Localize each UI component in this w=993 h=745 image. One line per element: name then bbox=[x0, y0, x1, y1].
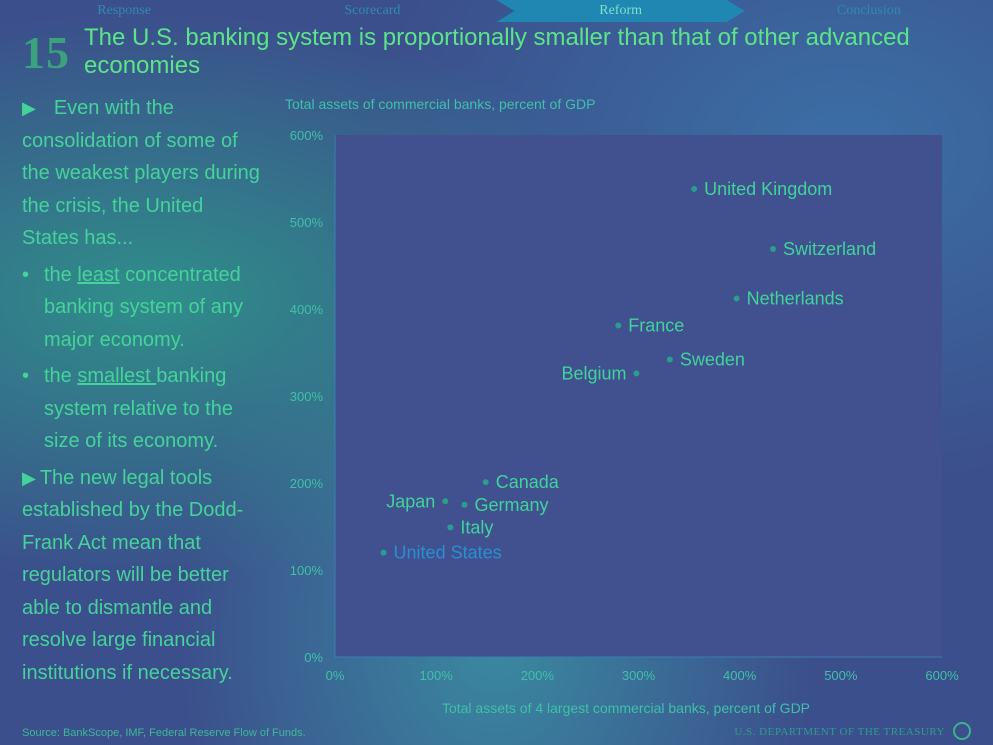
data-point-label: Canada bbox=[496, 472, 560, 492]
closing-text: The new legal tools established by the D… bbox=[22, 466, 244, 684]
left-text-panel: ▶ Even with the consolidation of some of … bbox=[22, 92, 262, 689]
data-point-label: Belgium bbox=[561, 363, 626, 383]
bullet-text-pre: the bbox=[44, 263, 78, 286]
list-item: • the smallest banking system relative t… bbox=[22, 360, 262, 458]
bullet-text: the least concentrated banking system of… bbox=[44, 259, 262, 357]
y-tick-label: 200% bbox=[290, 476, 324, 491]
y-tick-label: 300% bbox=[290, 389, 324, 404]
data-point bbox=[770, 245, 777, 252]
bullet-dot-icon: • bbox=[22, 263, 30, 286]
x-tick-label: 600% bbox=[925, 668, 959, 683]
tab-response[interactable]: Response bbox=[97, 3, 151, 18]
x-tick-label: 0% bbox=[326, 668, 345, 683]
slide-header: 15 The U.S. banking system is proportion… bbox=[22, 24, 972, 79]
y-tick-label: 400% bbox=[290, 302, 324, 317]
triangle-bullet-icon: ▶ bbox=[22, 467, 36, 488]
intro-paragraph: ▶ Even with the consolidation of some of … bbox=[22, 92, 262, 255]
source-note: Source: BankScope, IMF, Federal Reserve … bbox=[22, 727, 306, 739]
y-tick-label: 0% bbox=[304, 650, 323, 665]
y-tick-labels: 0% 100% 200% 300% 400% 500% 600% bbox=[290, 128, 324, 665]
x-tick-label: 400% bbox=[723, 668, 757, 683]
data-point-label: France bbox=[628, 316, 684, 336]
triangle-bullet-icon: ▶ bbox=[22, 98, 36, 118]
tab-conclusion[interactable]: Conclusion bbox=[836, 3, 901, 18]
list-item: • the least concentrated banking system … bbox=[22, 259, 262, 357]
x-tick-labels: 0% 100% 200% 300% 400% 500% 600% bbox=[326, 668, 959, 683]
tab-scorecard[interactable]: Scorecard bbox=[344, 3, 401, 18]
data-point bbox=[447, 524, 454, 531]
bullet-text-underline: smallest bbox=[77, 365, 157, 387]
slide-title: The U.S. banking system is proportionall… bbox=[84, 24, 910, 79]
section-tabs: Response Scorecard Reform Conclusion bbox=[0, 0, 993, 22]
x-tick-label: 100% bbox=[420, 668, 454, 683]
data-point bbox=[380, 549, 387, 556]
plot-area bbox=[335, 135, 942, 657]
slide-number: 15 bbox=[22, 26, 70, 78]
data-point-label: Sweden bbox=[680, 349, 745, 369]
data-point-label: Japan bbox=[386, 491, 435, 511]
intro-text: Even with the consolidation of some of t… bbox=[22, 97, 260, 249]
data-point bbox=[666, 356, 673, 363]
tab-reform[interactable]: Reform bbox=[497, 0, 745, 22]
x-tick-label: 300% bbox=[622, 668, 656, 683]
bullet-text-post: banking system relative to the size of i… bbox=[44, 365, 233, 452]
data-point-label: United States bbox=[394, 543, 502, 563]
data-point-label: Italy bbox=[460, 517, 493, 537]
bullet-text-underline: least bbox=[77, 263, 120, 286]
data-point bbox=[482, 479, 489, 486]
bullet-text-pre: the bbox=[44, 365, 78, 387]
y-tick-label: 500% bbox=[290, 215, 324, 230]
chart-title: Total assets of commercial banks, percen… bbox=[285, 96, 595, 112]
data-point bbox=[461, 501, 468, 508]
data-point bbox=[691, 185, 698, 192]
data-point-label: Switzerland bbox=[783, 239, 876, 259]
data-point-label: Germany bbox=[474, 495, 548, 515]
x-axis-label: Total assets of 4 largest commercial ban… bbox=[442, 700, 810, 716]
department-name: U.S. DEPARTMENT OF THE TREASURY bbox=[734, 726, 945, 738]
bullet-text: the smallest banking system relative to … bbox=[44, 360, 262, 458]
bullet-text-post: concentrated banking system of any major… bbox=[44, 263, 243, 351]
data-point bbox=[733, 295, 740, 302]
x-tick-label: 500% bbox=[824, 668, 858, 683]
data-point bbox=[615, 322, 622, 329]
y-tick-label: 600% bbox=[290, 128, 324, 143]
treasury-seal-icon bbox=[953, 722, 971, 740]
data-point-label: United Kingdom bbox=[704, 179, 832, 199]
x-tick-label: 200% bbox=[521, 668, 555, 683]
bullet-dot-icon: • bbox=[22, 365, 30, 387]
closing-paragraph: ▶ The new legal tools established by the … bbox=[22, 462, 262, 690]
data-point-label: Netherlands bbox=[747, 289, 844, 309]
y-tick-label: 100% bbox=[290, 563, 324, 578]
data-point bbox=[442, 498, 449, 505]
data-point bbox=[633, 370, 640, 377]
data-points: United Kingdom Switzerland Netherlands Fran… bbox=[380, 179, 876, 563]
